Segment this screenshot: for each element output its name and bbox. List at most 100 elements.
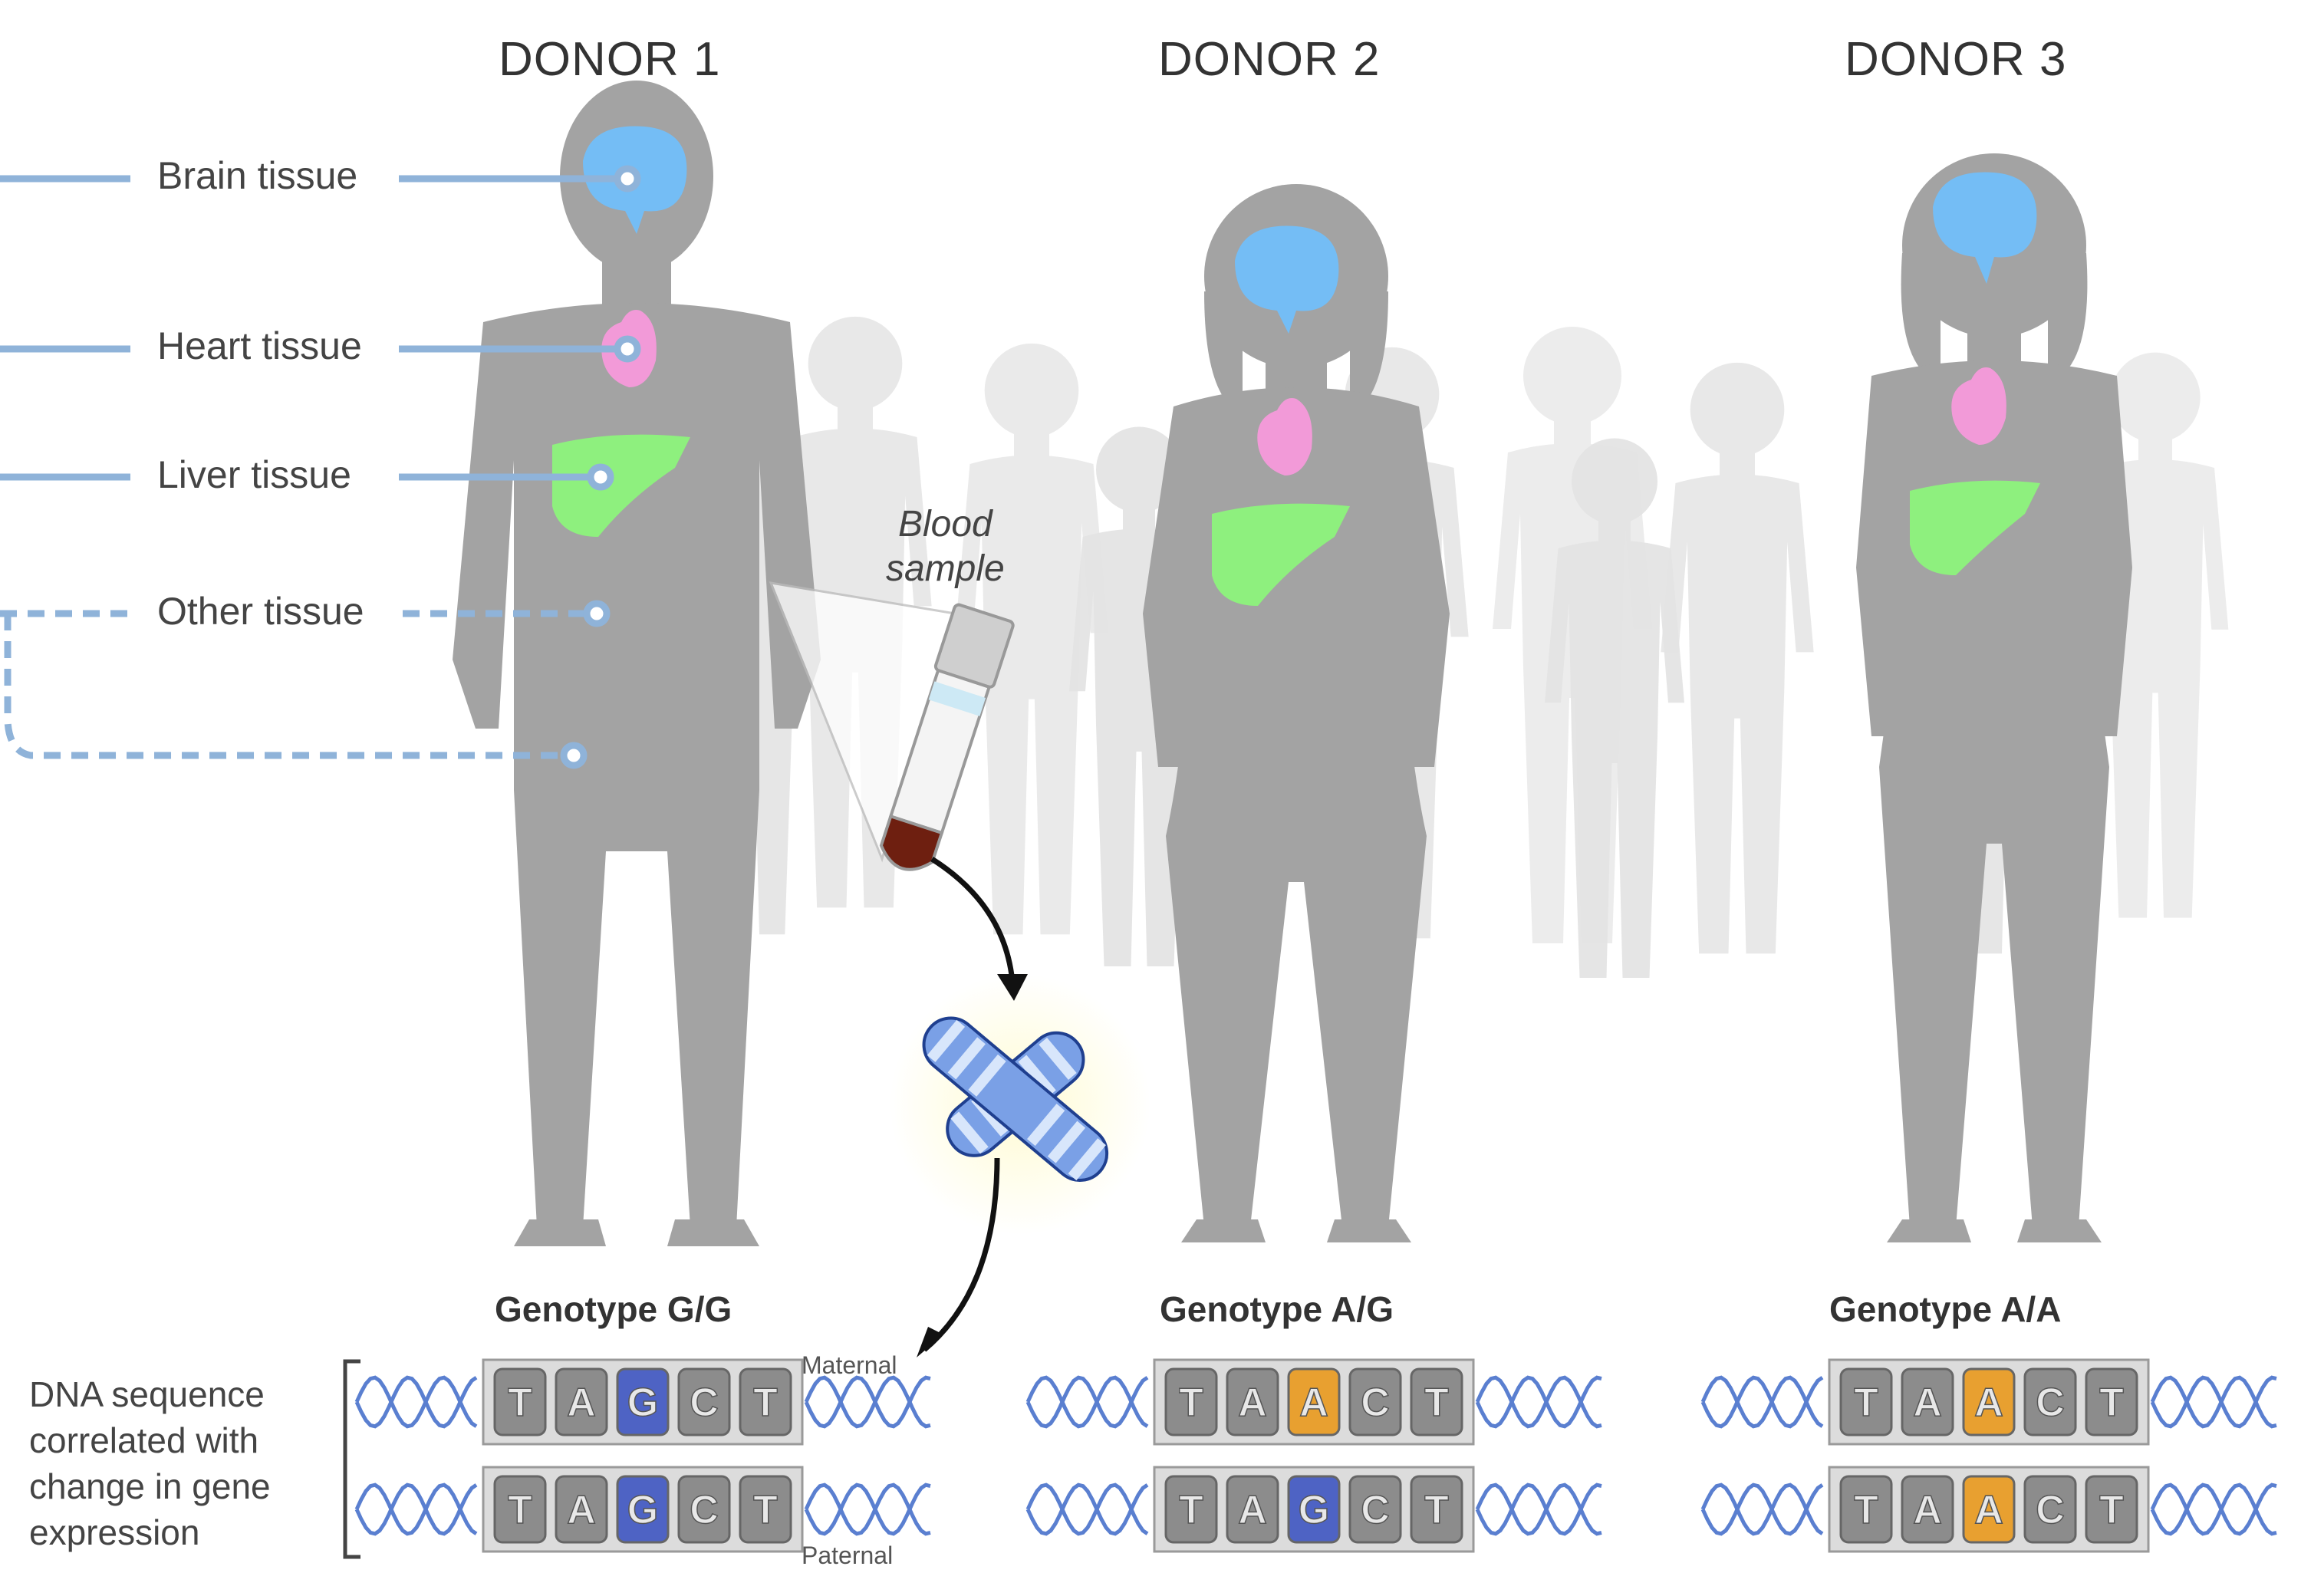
donor3-organs: [1910, 172, 2040, 575]
tissue-connectors: [0, 165, 641, 769]
donor3-brain: [1933, 172, 2037, 284]
brain-tissue-label: Brain tissue: [157, 154, 358, 197]
base-letter: A: [1974, 1380, 2003, 1425]
base-letter: T: [2099, 1488, 2124, 1532]
donor1-silhouette: [453, 81, 821, 1246]
base-tile: [555, 1475, 608, 1544]
base-tile: [2023, 1367, 2077, 1436]
dna-helix-left: [1025, 1375, 1149, 1429]
base-letter: A: [1913, 1488, 1942, 1532]
dna-helix-right: [2150, 1375, 2277, 1429]
donor3-heart: [1951, 367, 2006, 445]
base-letter: A: [567, 1380, 596, 1425]
dna-caption: DNA sequence correlated with change in g…: [29, 1374, 271, 1552]
base-tile: [1839, 1367, 1893, 1436]
base-tile: [493, 1367, 547, 1436]
donor2-brain: [1235, 225, 1339, 334]
base-letter: T: [1424, 1380, 1449, 1425]
base-tile: [1348, 1475, 1402, 1544]
donor2-organs: [1212, 225, 1350, 606]
dna-helix-left: [354, 1482, 478, 1536]
donor1-title: DONOR 1: [499, 33, 721, 86]
donor2-title: DONOR 2: [1158, 33, 1381, 86]
liver-tissue-label: Liver tissue: [157, 453, 351, 496]
base-tile: [1962, 1475, 2016, 1544]
base-letter: T: [1854, 1488, 1878, 1532]
base-letter: T: [1854, 1380, 1878, 1425]
chromosome-icon: [922, 1016, 1109, 1182]
base-tile: [1410, 1475, 1463, 1544]
paternal-label: Paternal: [802, 1542, 894, 1569]
base-tile: [1410, 1367, 1463, 1436]
base-letter: G: [627, 1380, 658, 1425]
base-letter: T: [753, 1380, 778, 1425]
base-tile: [677, 1475, 731, 1544]
donor3-genotype: Genotype A/A: [1829, 1289, 2062, 1329]
dna-helix-left: [1700, 1482, 1824, 1536]
base-letter: T: [753, 1488, 778, 1532]
donor2-heart: [1257, 398, 1312, 476]
dna-caption-bracket: [343, 1359, 360, 1559]
base-tile: [2023, 1475, 2077, 1544]
base-tile: [616, 1367, 670, 1436]
donor3-title: DONOR 3: [1845, 33, 2067, 86]
base-letter: G: [627, 1488, 658, 1532]
donor2-silhouette: [1143, 184, 1450, 1242]
donor2-liver: [1212, 503, 1350, 606]
base-letter: C: [1361, 1488, 1390, 1532]
base-letter: T: [508, 1488, 532, 1532]
donor2-genotype: Genotype A/G: [1160, 1289, 1394, 1329]
base-letter: C: [690, 1380, 719, 1425]
flow-arrows: [922, 857, 1016, 1352]
base-letter: C: [1361, 1380, 1390, 1425]
base-letter: A: [1238, 1488, 1267, 1532]
dna-helix-left: [354, 1375, 478, 1429]
dna-helix-left: [1700, 1375, 1824, 1429]
heart-tissue-label: Heart tissue: [157, 324, 362, 367]
base-tile: [2085, 1367, 2138, 1436]
dna-helix-right: [2150, 1482, 2277, 1536]
base-letter: T: [1179, 1488, 1203, 1532]
base-letter: A: [1974, 1488, 2003, 1532]
base-letter: C: [2036, 1488, 2065, 1532]
arrow-head-2: [917, 1327, 943, 1357]
arrow-head-1: [997, 974, 1028, 1001]
base-tile: [1226, 1475, 1279, 1544]
base-tile: [1164, 1475, 1218, 1544]
blood-sample-label: Blood sample: [886, 502, 1005, 591]
dna-sequence-rows: T A G C TT A G C TT A A C TT A G C TT A A C TT A A C T: [354, 1358, 2277, 1553]
base-letter: T: [2099, 1380, 2124, 1425]
dna-helix-right: [804, 1482, 931, 1536]
blood-tube-icon: [879, 603, 1015, 871]
donor1-liver: [552, 434, 690, 537]
base-tile: [555, 1367, 608, 1436]
base-letter: T: [1179, 1380, 1203, 1425]
base-letter: T: [508, 1380, 532, 1425]
base-tile: [1287, 1475, 1341, 1544]
base-tile: [1226, 1367, 1279, 1436]
dna-helix-right: [1475, 1482, 1602, 1536]
base-letter: C: [690, 1488, 719, 1532]
dna-helix-right: [1475, 1375, 1602, 1429]
base-tile: [1901, 1367, 1954, 1436]
blood-sample-line1: Blood: [897, 504, 992, 545]
base-tile: [1901, 1475, 1954, 1544]
base-tile: [493, 1475, 547, 1544]
base-letter: A: [1238, 1380, 1267, 1425]
donor1-genotype: Genotype G/G: [495, 1289, 732, 1329]
base-tile: [2085, 1475, 2138, 1544]
base-tile: [677, 1367, 731, 1436]
base-tile: [1962, 1367, 2016, 1436]
other-tissue-label: Other tissue: [157, 590, 364, 633]
blood-sample-line2: sample: [886, 548, 1005, 589]
base-tile: [1164, 1367, 1218, 1436]
base-tile: [616, 1475, 670, 1544]
base-letter: A: [1299, 1380, 1328, 1425]
donor3-silhouette: [1856, 153, 2132, 1242]
base-letter: G: [1299, 1488, 1329, 1532]
